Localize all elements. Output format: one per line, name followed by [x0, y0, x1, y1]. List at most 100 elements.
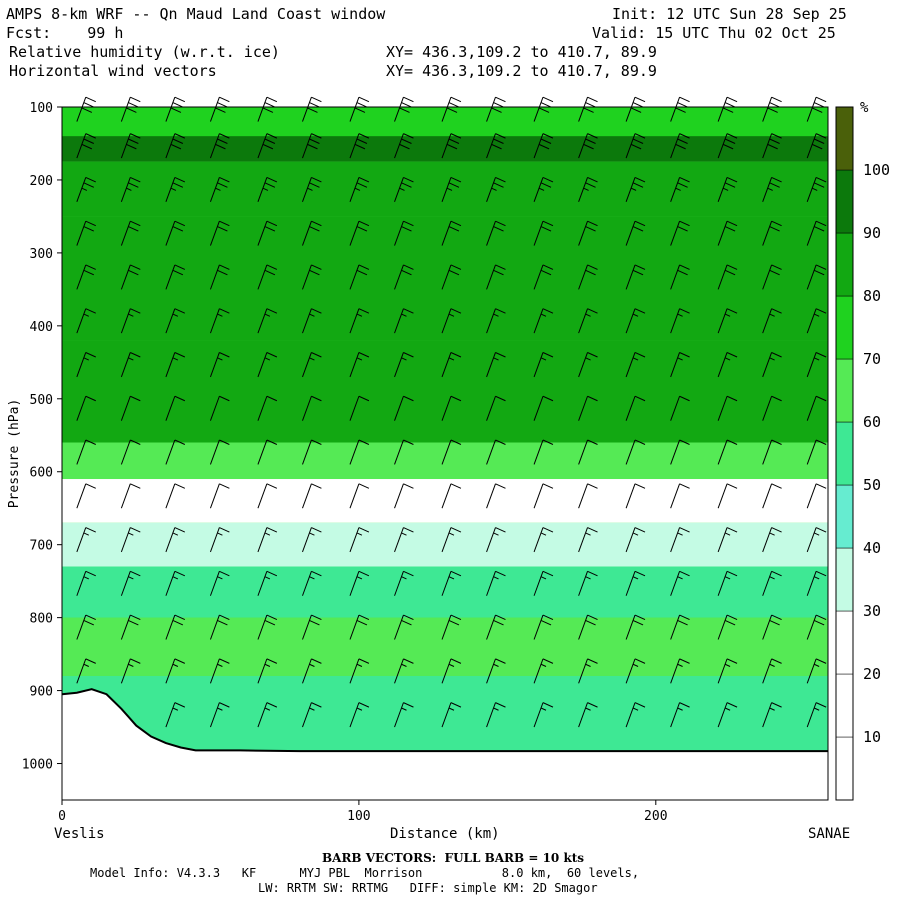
wind-barb — [349, 352, 370, 378]
wind-barb — [762, 483, 782, 509]
wind-barb — [165, 395, 186, 421]
wind-barb — [806, 570, 827, 596]
wind-barb — [533, 439, 554, 465]
wind-barb — [578, 96, 598, 122]
y-tick-label: 900 — [30, 685, 53, 700]
wind-barb — [806, 614, 827, 640]
wind-barb — [302, 614, 322, 640]
wind-barb — [302, 308, 322, 334]
barb-legend: BARB VECTORS: FULL BARB = 10 kts — [322, 851, 585, 865]
wind-barb — [806, 702, 827, 728]
terrain-line — [61, 688, 828, 753]
wind-barb — [486, 570, 506, 596]
wind-barb — [394, 220, 414, 246]
wind-barb — [209, 702, 230, 728]
wind-barb — [302, 570, 322, 596]
wind-barb — [76, 133, 96, 159]
wind-barb — [441, 133, 462, 159]
wind-barb — [486, 176, 506, 203]
wind-barb — [578, 352, 598, 378]
wind-barb — [578, 308, 598, 334]
wind-barb — [120, 483, 141, 509]
wind-barb — [578, 264, 598, 290]
wind-barb — [486, 264, 506, 290]
y-tick-label: 400 — [30, 320, 53, 335]
wind-barb — [717, 527, 738, 553]
wind-barb — [578, 702, 598, 728]
y-tick-label: 600 — [30, 466, 53, 481]
wind-barb — [257, 614, 278, 640]
wind-barb — [486, 133, 506, 159]
wind-barb — [209, 264, 230, 290]
colorbar-swatch — [835, 169, 854, 234]
wind-barb — [717, 702, 738, 728]
wind-barb — [625, 614, 646, 640]
wind-barb — [486, 439, 506, 465]
wind-barb — [670, 439, 690, 465]
wind-barb — [76, 220, 96, 246]
wind-barb — [349, 702, 370, 728]
wind-barb — [257, 702, 278, 728]
wind-barb — [670, 570, 690, 596]
wind-barb — [441, 220, 462, 246]
wind-barb — [165, 439, 186, 465]
wind-barb — [762, 133, 782, 159]
wind-barb — [625, 527, 646, 553]
wind-barb — [349, 614, 370, 640]
wind-barb — [625, 176, 646, 203]
wind-barb — [257, 176, 278, 203]
wind-barb — [625, 264, 646, 290]
wind-barb — [441, 658, 462, 684]
x-start-label: Veslis — [54, 826, 105, 842]
wind-barb — [441, 483, 462, 509]
wind-barb — [670, 264, 690, 290]
colorbar-swatch — [835, 106, 854, 171]
wind-barb — [257, 658, 278, 684]
wind-barb — [762, 220, 782, 246]
wind-barb — [670, 220, 690, 246]
wind-barb — [762, 308, 782, 334]
wind-barb — [165, 133, 186, 159]
wind-barb — [394, 439, 414, 465]
wind-barb — [394, 96, 414, 122]
wind-barb — [625, 308, 646, 334]
wind-barb — [670, 308, 690, 334]
wind-barb — [120, 220, 141, 246]
wind-barb — [120, 96, 141, 122]
wind-barb — [165, 527, 186, 553]
init-time: Init: 12 UTC Sun 28 Sep 25 — [612, 5, 847, 23]
wind-barb — [533, 96, 554, 122]
colorbar-label: 100 — [863, 161, 890, 179]
wind-barb — [165, 176, 186, 203]
wind-barb — [349, 220, 370, 246]
wind-barb — [349, 570, 370, 596]
wind-barb — [717, 614, 738, 640]
wind-barb — [717, 439, 738, 465]
wind-barb — [209, 439, 230, 465]
wind-barb — [209, 483, 230, 509]
colorbar-swatch — [835, 610, 854, 675]
x-axis-label: Distance (km) — [390, 826, 500, 842]
wind-barb — [717, 658, 738, 684]
wind-barb — [625, 220, 646, 246]
wind-barb — [302, 352, 322, 378]
wind-barb — [257, 570, 278, 596]
wind-barb — [533, 527, 554, 553]
wind-barb — [533, 352, 554, 378]
wind-barb — [625, 96, 646, 122]
wind-barb — [349, 395, 370, 421]
plot-frame — [61, 106, 829, 801]
wind-barb — [257, 96, 278, 122]
wind-barb — [578, 658, 598, 684]
wind-barb — [625, 352, 646, 378]
wind-barb — [165, 483, 186, 509]
y-tick-label: 200 — [30, 174, 53, 189]
rh-layer-9 — [62, 617, 828, 676]
wind-barb — [486, 220, 506, 246]
colorbar-label: 10 — [863, 728, 881, 746]
wind-barb — [762, 702, 782, 728]
wind-barb — [209, 658, 230, 684]
wind-barb — [762, 96, 782, 122]
wind-barb — [120, 133, 141, 159]
x-tick-label: 200 — [644, 809, 667, 824]
